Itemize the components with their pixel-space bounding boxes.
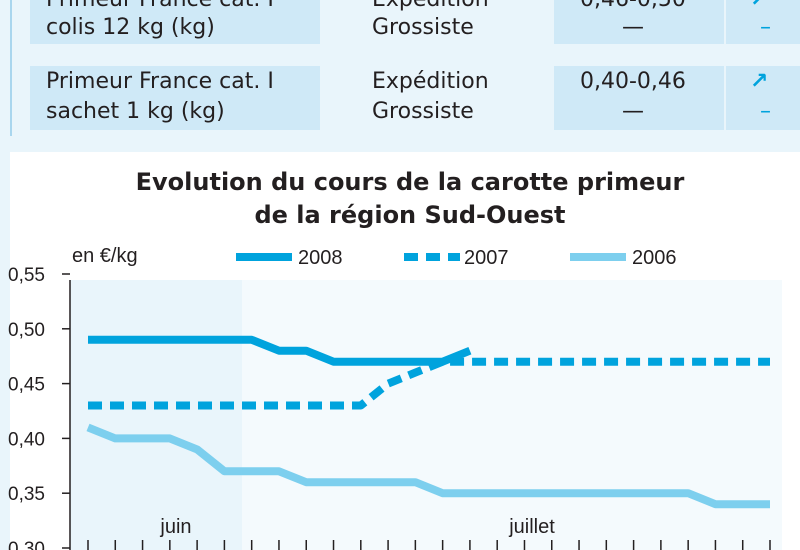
table-border: [10, 0, 12, 136]
series-line-2007: [88, 357, 770, 410]
juillet-band: [242, 280, 782, 550]
y-tick-label: 0,35: [8, 484, 45, 505]
table-cell: [726, 66, 800, 130]
x-axis: [87, 540, 771, 550]
trend-up-icon: ↗: [750, 0, 768, 14]
trend-flat-icon: –: [760, 99, 771, 124]
stage-line-2: Grossiste: [372, 99, 474, 124]
y-tick-label: 0,50: [8, 320, 45, 341]
product-line-1: Primeur France cat. I: [46, 0, 274, 14]
y-tick-label: 0,40: [8, 429, 45, 450]
period-label-juin: juin: [159, 516, 191, 538]
table-cell: [554, 66, 724, 130]
series-group: [86, 335, 770, 509]
stage-line-2: Grossiste: [372, 15, 474, 40]
period-label-juillet: juillet: [508, 516, 555, 538]
table-row: Primeur France cat. I colis 12 kg (kg) E…: [30, 0, 800, 44]
y-tick-label: 0,30: [8, 539, 45, 550]
price-range: 0,40-0,46: [580, 69, 686, 94]
y-tick-label: 0,45: [8, 375, 45, 396]
price-range: 0,46-0,50: [580, 0, 686, 14]
legend-label-2006: 2006: [632, 247, 677, 269]
trend-flat-icon: –: [760, 15, 771, 40]
y-axis-label: en €/kg: [72, 245, 138, 267]
product-line-2: sachet 1 kg (kg): [46, 99, 225, 124]
legend-label-2007: 2007: [464, 247, 509, 269]
table-cell: [726, 0, 800, 44]
y-axis: 0,55 0,50 0,45 0,40 0,35 0,30: [8, 265, 70, 550]
price-secondary: —: [622, 99, 644, 124]
y-tick-label: 0,55: [8, 265, 45, 286]
chart-title-line-2: de la région Sud-Ouest: [254, 201, 565, 229]
table-cell: [322, 0, 582, 44]
chart-title-line-1: Evolution du cours de la carotte primeur: [136, 168, 685, 196]
stage-line-1: Expédition: [372, 0, 489, 14]
series-line-2006: [86, 423, 770, 509]
product-line-2: colis 12 kg (kg): [46, 15, 215, 40]
table-cell: [30, 66, 320, 130]
legend-label-2008: 2008: [298, 247, 343, 269]
stage-line-1: Expédition: [372, 69, 489, 94]
table-cell: [322, 66, 582, 130]
legend: 2008 2007 2006: [236, 247, 677, 269]
juin-band: [70, 280, 242, 550]
table-row: Primeur France cat. I sachet 1 kg (kg) E…: [30, 66, 800, 130]
series-line-2008: [88, 335, 472, 366]
table-cell: [554, 0, 724, 44]
price-secondary: —: [622, 15, 644, 40]
table-cell: [30, 0, 320, 44]
product-line-1: Primeur France cat. I: [46, 69, 274, 94]
trend-up-icon: ↗: [750, 69, 769, 94]
